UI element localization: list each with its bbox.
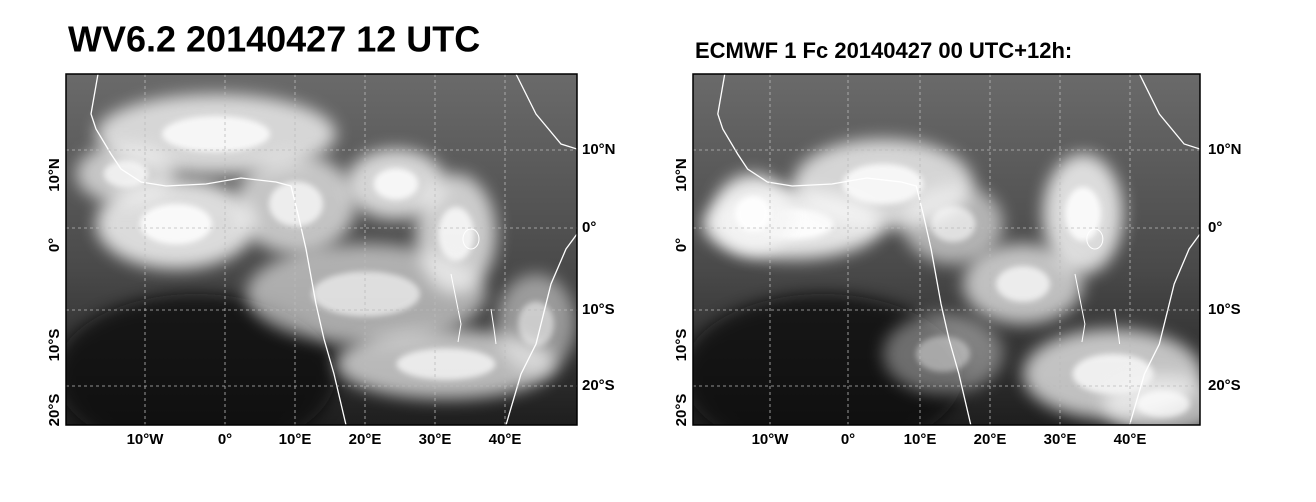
cloud-core	[1136, 390, 1190, 418]
longitude-label: 30°E	[419, 431, 452, 448]
latitude-label: 20°S	[582, 377, 615, 394]
coastline	[505, 233, 577, 425]
map-panel: ECMWF 1 Fc 20140427 00 UTC+12h: 10°N 0° 10°…	[673, 38, 1242, 448]
cloud-core	[162, 116, 270, 152]
latitude-label: 10°S	[673, 329, 690, 362]
cloud-core	[842, 163, 924, 205]
panel-title: WV6.2 20140427 12 UTC	[68, 19, 480, 60]
satellite-image	[66, 74, 577, 425]
longitude-label: 10°E	[904, 431, 937, 448]
longitude-label: 30°E	[1044, 431, 1077, 448]
dark-region	[693, 294, 963, 425]
lake	[1074, 273, 1086, 343]
cloud-core	[735, 196, 771, 232]
coastline	[1128, 233, 1200, 425]
coastline	[717, 74, 972, 425]
lake	[1086, 228, 1104, 250]
map-frame	[692, 73, 1201, 426]
lake	[490, 308, 497, 345]
latitude-label: 0°	[673, 238, 690, 252]
latitude-label: 10°N	[673, 158, 690, 192]
cloud-core	[103, 160, 149, 188]
longitude-label: 0°	[218, 431, 232, 448]
cloud-core	[518, 301, 554, 347]
latitude-label: 0°	[582, 219, 596, 236]
latitude-label: 10°N	[46, 158, 63, 192]
coastline	[1138, 74, 1200, 150]
longitude-label: 20°E	[974, 431, 1007, 448]
longitude-label: 10°W	[127, 431, 165, 448]
longitude-label: 0°	[841, 431, 855, 448]
cloud-core	[396, 348, 496, 380]
latitude-label: 10°S	[582, 301, 615, 318]
map-frame	[65, 73, 578, 426]
latitude-label: 10°N	[582, 141, 616, 158]
latitude-label: 0°	[1208, 219, 1222, 236]
map-panel: WV6.2 20140427 12 UTC 10°N 0° 10°S 20°S 10°N 0…	[46, 19, 616, 448]
graticule	[693, 74, 1200, 425]
cloud-core	[996, 266, 1050, 302]
latitude-label: 20°S	[46, 394, 63, 427]
latitude-label: 20°S	[1208, 377, 1241, 394]
lake	[462, 228, 480, 250]
cloud-core	[1065, 187, 1101, 241]
longitude-label: 40°E	[489, 431, 522, 448]
latitude-label: 10°S	[46, 329, 63, 362]
lake	[1114, 308, 1121, 345]
graticule	[66, 74, 577, 425]
coastline	[90, 74, 347, 425]
lake	[450, 273, 462, 343]
latitude-label: 10°N	[1208, 141, 1242, 158]
longitude-label: 40°E	[1114, 431, 1147, 448]
satellite-image	[693, 74, 1200, 425]
longitude-label: 10°E	[279, 431, 312, 448]
latitude-label: 20°S	[673, 394, 690, 427]
panel-title: ECMWF 1 Fc 20140427 00 UTC+12h:	[695, 38, 1072, 63]
coastline	[515, 74, 577, 150]
latitude-label: 0°	[46, 238, 63, 252]
latitude-label: 10°S	[1208, 301, 1241, 318]
cloud-core	[312, 271, 420, 317]
longitude-label: 10°W	[752, 431, 790, 448]
cloud-core	[373, 168, 419, 200]
cloud-core	[916, 336, 970, 372]
longitude-label: 20°E	[349, 431, 382, 448]
cloud-core	[930, 206, 976, 242]
dark-region	[66, 294, 336, 425]
cloud-core	[140, 203, 212, 245]
cloud-core	[438, 207, 474, 261]
